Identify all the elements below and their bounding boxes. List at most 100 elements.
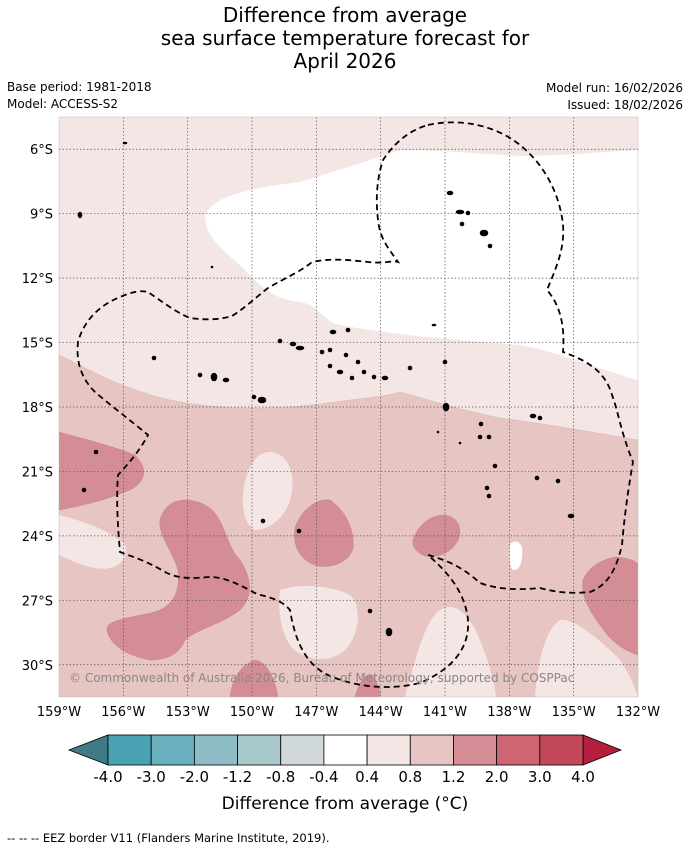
colorbar-segment (539, 734, 584, 766)
island-outline (345, 327, 351, 333)
island-outline (257, 396, 267, 404)
island-outline (122, 141, 128, 145)
lat-tick-label: 12°S (22, 272, 53, 287)
island-outline (442, 359, 448, 365)
island-outline (465, 210, 471, 216)
colorbar-tick-label: -0.8 (266, 768, 295, 786)
island-outline (197, 372, 203, 378)
island-outline (477, 434, 483, 440)
island-outline (446, 190, 454, 196)
base-period: Base period: 1981-2018 (7, 80, 152, 94)
colorbar-title: Difference from average (°C) (221, 794, 469, 814)
island-outline (459, 221, 465, 227)
copyright-text: © Commonwealth of Australia 2026, Bureau… (69, 671, 574, 685)
anomaly-zone-mid-3 (294, 499, 354, 567)
lon-tick-label: 147°W (294, 705, 338, 720)
colorbar-tick-label: 3.0 (528, 768, 552, 786)
lon-tick-label: 141°W (423, 705, 467, 720)
model-run: Model run: 16/02/2026 (545, 81, 683, 95)
colorbar-under-arrow (67, 734, 109, 766)
map-title: Difference from average sea surface temp… (0, 4, 690, 73)
eez-footnote: -- -- -- EEZ border V11 (Flanders Marine… (7, 831, 330, 845)
lon-tick-label: 159°W (37, 705, 81, 720)
island-outline (151, 355, 157, 361)
island-outline (479, 229, 489, 237)
colorbar-tick-label: -0.4 (309, 768, 338, 786)
island-outline (81, 487, 87, 493)
anomaly-pocket-pale-3 (405, 606, 496, 697)
island-outline (336, 369, 344, 375)
lon-tick-label: 132°W (616, 705, 660, 720)
eez-border (76, 121, 634, 688)
island-outline (537, 415, 543, 421)
title-line-3: April 2026 (293, 49, 397, 73)
colorbar-segment (150, 734, 195, 766)
colorbar-segment (237, 734, 282, 766)
latitude-labels: 6°S 9°S 12°S 15°S 18°S 21°S 24°S 27°S 30°S (22, 143, 53, 674)
island-outline (343, 352, 349, 358)
anomaly-pocket-pale-4 (535, 619, 638, 697)
colorbar-tick-label: 0.4 (355, 768, 379, 786)
colorbar-tick-label: 1.2 (442, 768, 466, 786)
lon-tick-label: 138°W (487, 705, 531, 720)
colorbar-segment (366, 734, 411, 766)
colorbar-segment (107, 734, 152, 766)
colorbar: -4.0 -3.0 -2.0 -1.2 -0.8 -0.4 0.4 0.8 1.2 2.0 3.0 4… (67, 734, 623, 786)
colorbar-segment (453, 734, 498, 766)
island-outline (329, 329, 337, 335)
island-outline (296, 528, 302, 534)
island-outline (367, 608, 373, 614)
island-outline (492, 463, 498, 469)
anomaly-pocket-pale-5 (59, 515, 126, 569)
lon-tick-label: 156°W (101, 705, 145, 720)
colorbar-tick-label: -4.0 (93, 768, 122, 786)
island-outline (289, 341, 297, 347)
island-outline (277, 338, 283, 344)
graticule (59, 117, 638, 697)
island-outline (484, 485, 490, 491)
island-outline (260, 518, 266, 524)
island-outline (210, 372, 218, 382)
island-outline (77, 211, 83, 219)
colorbar-segment (409, 734, 454, 766)
island-outline (529, 413, 537, 419)
title-line-2: sea surface temperature forecast for (160, 26, 530, 50)
colorbar-segment (496, 734, 541, 766)
colorbar-tick-label: 0.8 (398, 768, 422, 786)
lat-tick-label: 6°S (30, 143, 53, 158)
island-outline (371, 374, 377, 380)
island-outline (381, 375, 389, 381)
colorbar-tick-label: 4.0 (571, 768, 595, 786)
islands (77, 141, 575, 637)
island-outline (251, 394, 257, 400)
anomaly-zone-neutral (205, 150, 638, 380)
anomaly-zone-mid-4 (412, 514, 461, 557)
island-outline (210, 265, 214, 269)
island-outline (534, 475, 540, 481)
colorbar-over-arrow (582, 734, 623, 766)
island-outline (458, 441, 462, 445)
island-outline (385, 627, 393, 637)
anomaly-zone-mid-2 (106, 499, 250, 661)
anomaly-zone-mid-5 (582, 556, 638, 656)
island-outline (431, 323, 437, 327)
lon-tick-label: 135°W (552, 705, 596, 720)
island-outline (455, 209, 465, 215)
longitude-labels: 159°W 156°W 153°W 150°W 147°W 144°W 141°W 138°W… (37, 705, 660, 720)
anomaly-pocket-pale-2 (279, 585, 358, 660)
island-outline (295, 345, 305, 351)
island-outline (478, 421, 484, 427)
island-outline (327, 347, 333, 353)
island-outline (319, 349, 325, 355)
lat-tick-label: 24°S (22, 530, 53, 545)
anomaly-zone-neutral-small (509, 541, 523, 570)
colorbar-segment (280, 734, 325, 766)
colorbar-tick-label: 2.0 (485, 768, 509, 786)
island-outline (487, 243, 493, 249)
island-outline (407, 365, 413, 371)
lat-tick-label: 27°S (22, 594, 53, 609)
island-outline (486, 434, 492, 440)
island-outline (361, 369, 367, 375)
island-outline (222, 377, 230, 383)
lat-tick-label: 15°S (22, 337, 53, 352)
